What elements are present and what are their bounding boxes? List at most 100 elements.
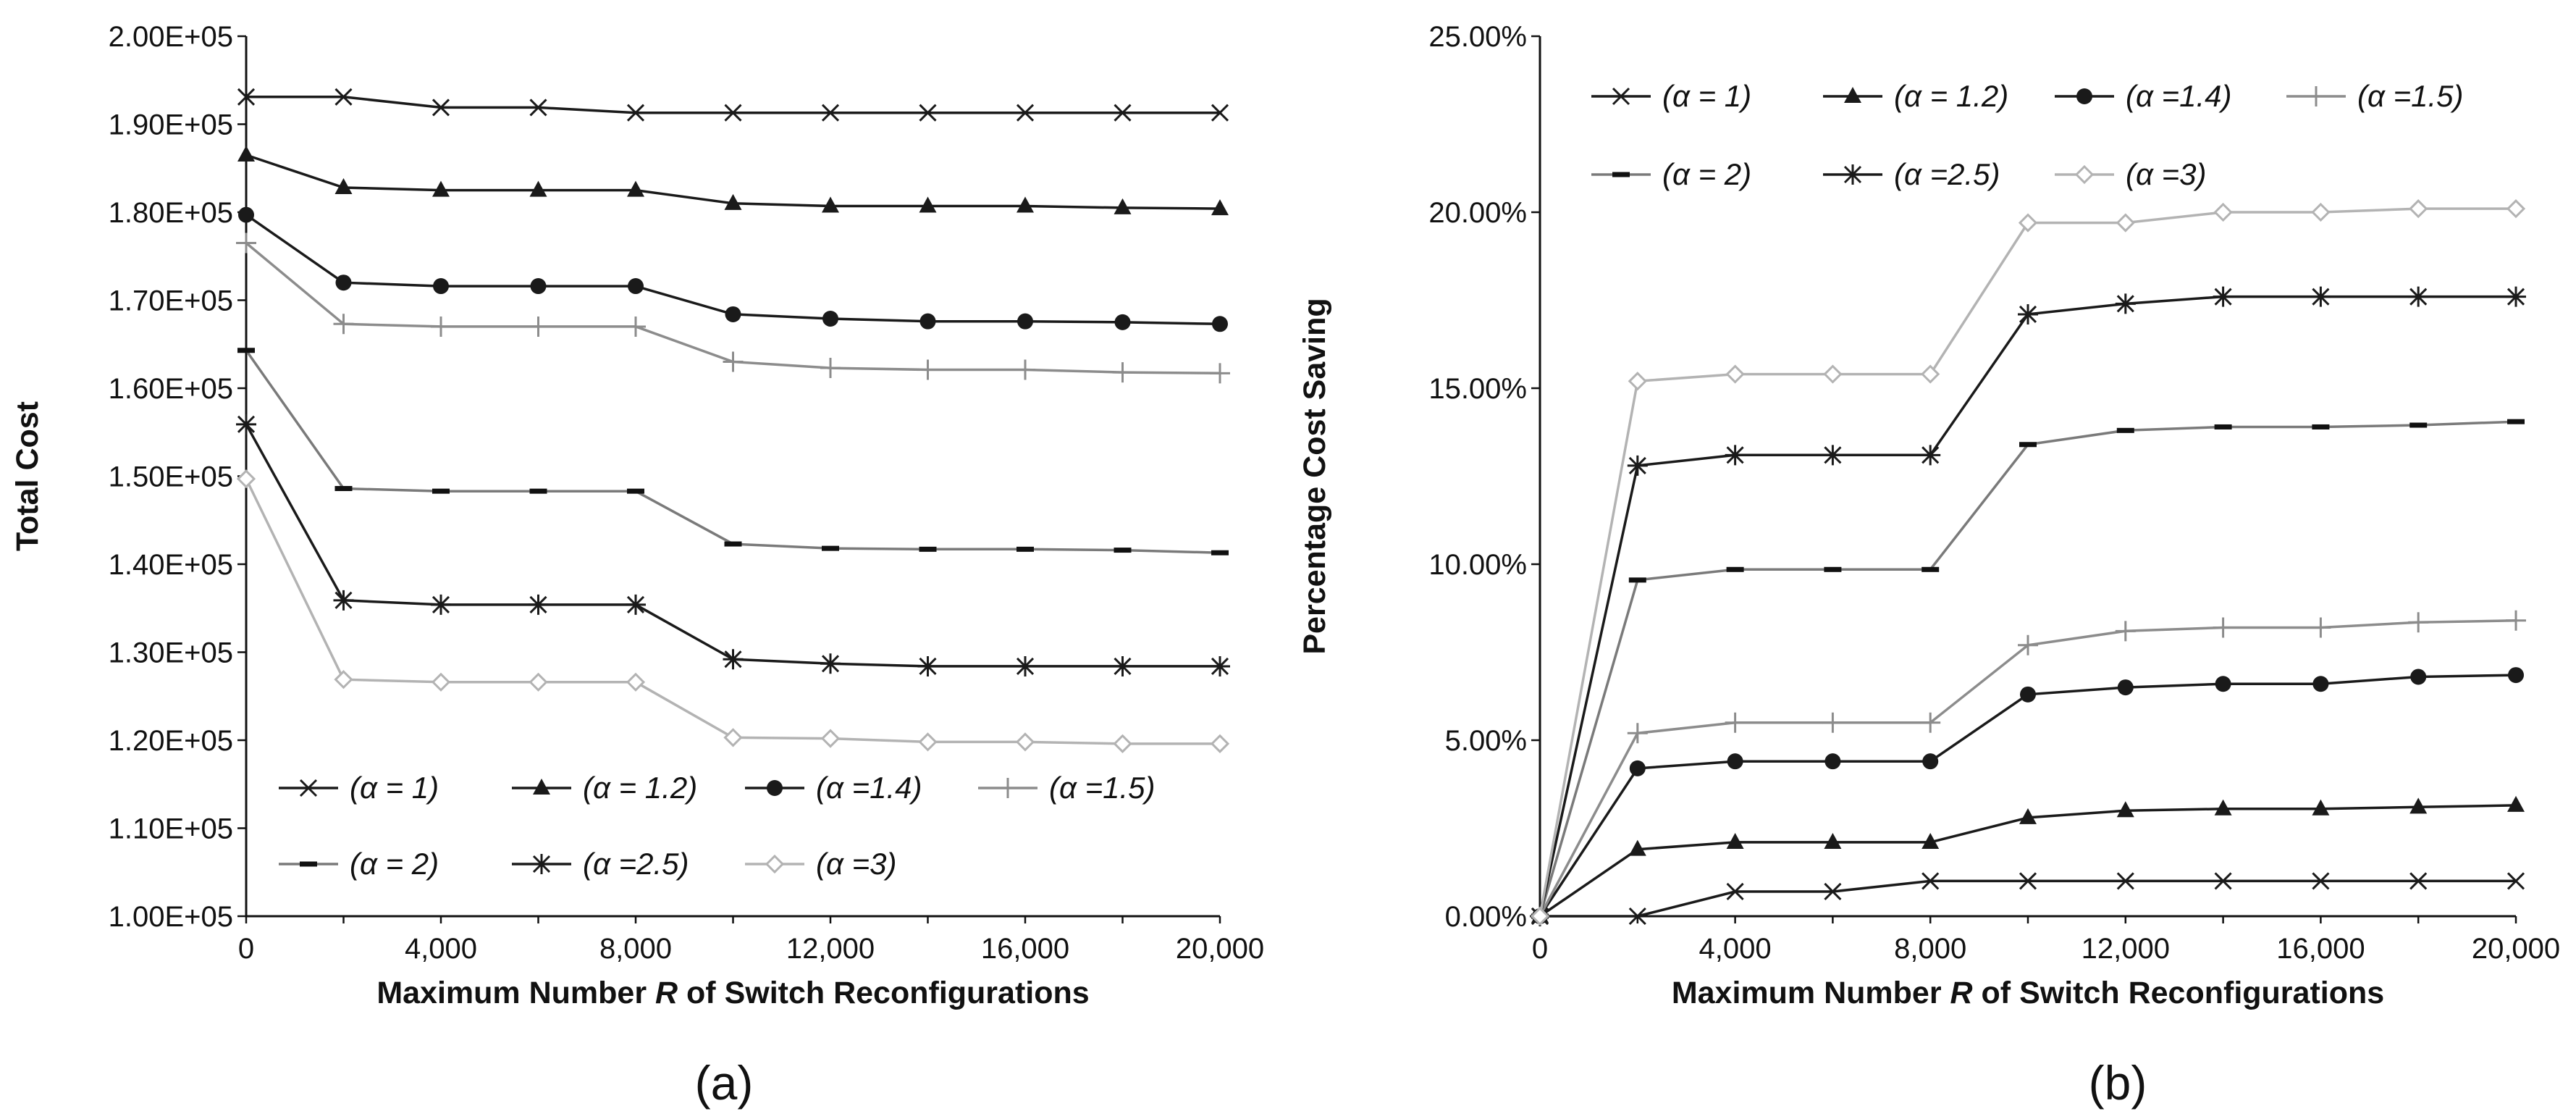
legend-item: (α =3) xyxy=(2055,157,2206,191)
legend-label: (α = 1) xyxy=(1662,79,1751,113)
data-point xyxy=(528,316,549,337)
data-point xyxy=(334,670,353,690)
series-6 xyxy=(236,414,1230,676)
x-tick-label: 0 xyxy=(238,933,254,965)
data-point xyxy=(1016,196,1034,213)
legend-item: (α =1.5) xyxy=(2286,79,2464,113)
y-tick-label: 20.00% xyxy=(1428,197,1527,229)
legend-item: (α = 1) xyxy=(279,771,439,805)
series-7 xyxy=(1530,199,2526,926)
data-point xyxy=(433,278,449,295)
data-point xyxy=(237,88,256,106)
data-point xyxy=(238,206,254,223)
data-point xyxy=(431,672,451,692)
data-point xyxy=(529,488,547,494)
data-point xyxy=(822,196,839,213)
axes-frame xyxy=(245,36,1220,918)
data-point xyxy=(1210,363,1230,384)
legend-item: (α = 1) xyxy=(1591,79,1751,113)
x-tick-label: 20,000 xyxy=(1176,933,1264,965)
data-point xyxy=(1628,839,1646,856)
y-tick-label: 1.60E+05 xyxy=(109,373,233,405)
data-point xyxy=(1211,550,1229,556)
legend-marker xyxy=(533,779,550,795)
data-point xyxy=(2311,202,2331,222)
data-point xyxy=(1212,316,1228,332)
y-tick-label: 1.00E+05 xyxy=(109,901,233,933)
legend-label: (α = 1) xyxy=(350,771,439,805)
data-point xyxy=(1114,104,1132,122)
data-point xyxy=(822,545,839,551)
data-point xyxy=(2018,303,2038,324)
legend-label: (α =1.5) xyxy=(1049,771,1156,805)
x-tick-label: 12,000 xyxy=(786,933,875,965)
legend-marker xyxy=(531,854,552,874)
data-point xyxy=(2408,612,2429,633)
legend-marker xyxy=(1844,87,1861,103)
y-tick-label: 5.00% xyxy=(1445,725,1527,757)
data-point xyxy=(2508,667,2524,684)
data-point xyxy=(2214,424,2232,429)
data-point xyxy=(530,278,547,295)
legend-item: (α = 1.2) xyxy=(1823,79,2008,113)
data-point xyxy=(2310,286,2331,307)
series-2 xyxy=(237,146,1229,216)
x-axis-label: Maximum Number R of Switch Reconfigurati… xyxy=(1672,976,2384,1010)
data-point xyxy=(2019,442,2037,448)
legend: (α = 1) (α = 1.2) (α =1.4) (α =1.5) (α = 2) (… xyxy=(279,771,1156,881)
legend-label: (α =1.4) xyxy=(816,771,922,805)
data-point xyxy=(2019,808,2037,824)
data-point xyxy=(2507,795,2525,812)
y-tick-label: 1.50E+05 xyxy=(109,461,233,493)
chart-panel-a: 1.00E+05 1.10E+05 1.20E+05 1.30E+05 1.40E+05… xyxy=(10,21,1264,1110)
data-point xyxy=(2214,799,2232,816)
data-point xyxy=(1725,364,1745,384)
data-point xyxy=(1920,712,1941,733)
data-point xyxy=(1727,753,1743,770)
series-line xyxy=(245,478,1220,745)
data-point xyxy=(2312,799,2330,816)
legend-label: (α =3) xyxy=(2126,157,2206,191)
data-point xyxy=(334,88,353,106)
data-point xyxy=(2020,686,2036,703)
data-point xyxy=(1824,566,1842,572)
data-point xyxy=(1822,445,1843,466)
x-tick-label: 8,000 xyxy=(599,933,672,965)
data-point xyxy=(236,232,256,253)
data-point xyxy=(1922,566,1940,572)
y-tick-label: 15.00% xyxy=(1428,373,1527,405)
legend-item: (α = 2) xyxy=(279,847,439,881)
x-tick-label: 20,000 xyxy=(2472,933,2560,965)
data-point xyxy=(1726,882,1744,901)
data-point xyxy=(1114,198,1132,214)
data-point xyxy=(822,311,838,327)
data-point xyxy=(917,655,938,676)
data-point xyxy=(1726,832,1744,849)
data-point xyxy=(2506,610,2526,631)
data-point xyxy=(626,672,646,692)
data-point xyxy=(2506,872,2525,890)
legend-marker xyxy=(2076,88,2092,104)
data-point xyxy=(1015,655,1035,676)
data-point xyxy=(431,594,451,615)
data-point xyxy=(1210,655,1230,676)
data-point xyxy=(1112,655,1133,676)
data-point xyxy=(237,348,255,353)
data-point xyxy=(1922,872,1940,890)
data-point xyxy=(1824,832,1842,849)
data-point xyxy=(1016,546,1034,552)
data-point xyxy=(529,672,548,692)
data-point xyxy=(2506,199,2526,219)
data-point xyxy=(1113,734,1132,753)
y-tick-label: 1.10E+05 xyxy=(109,813,233,845)
series-line xyxy=(1539,619,2517,917)
data-point xyxy=(432,488,450,494)
data-point xyxy=(2312,872,2330,890)
data-point xyxy=(431,316,451,337)
data-point xyxy=(2018,213,2038,232)
series-1 xyxy=(237,88,1229,122)
legend-item: (α = 1.2) xyxy=(512,771,697,805)
data-point xyxy=(919,104,937,122)
data-point xyxy=(1921,364,1940,384)
legend-marker xyxy=(1843,164,1863,185)
